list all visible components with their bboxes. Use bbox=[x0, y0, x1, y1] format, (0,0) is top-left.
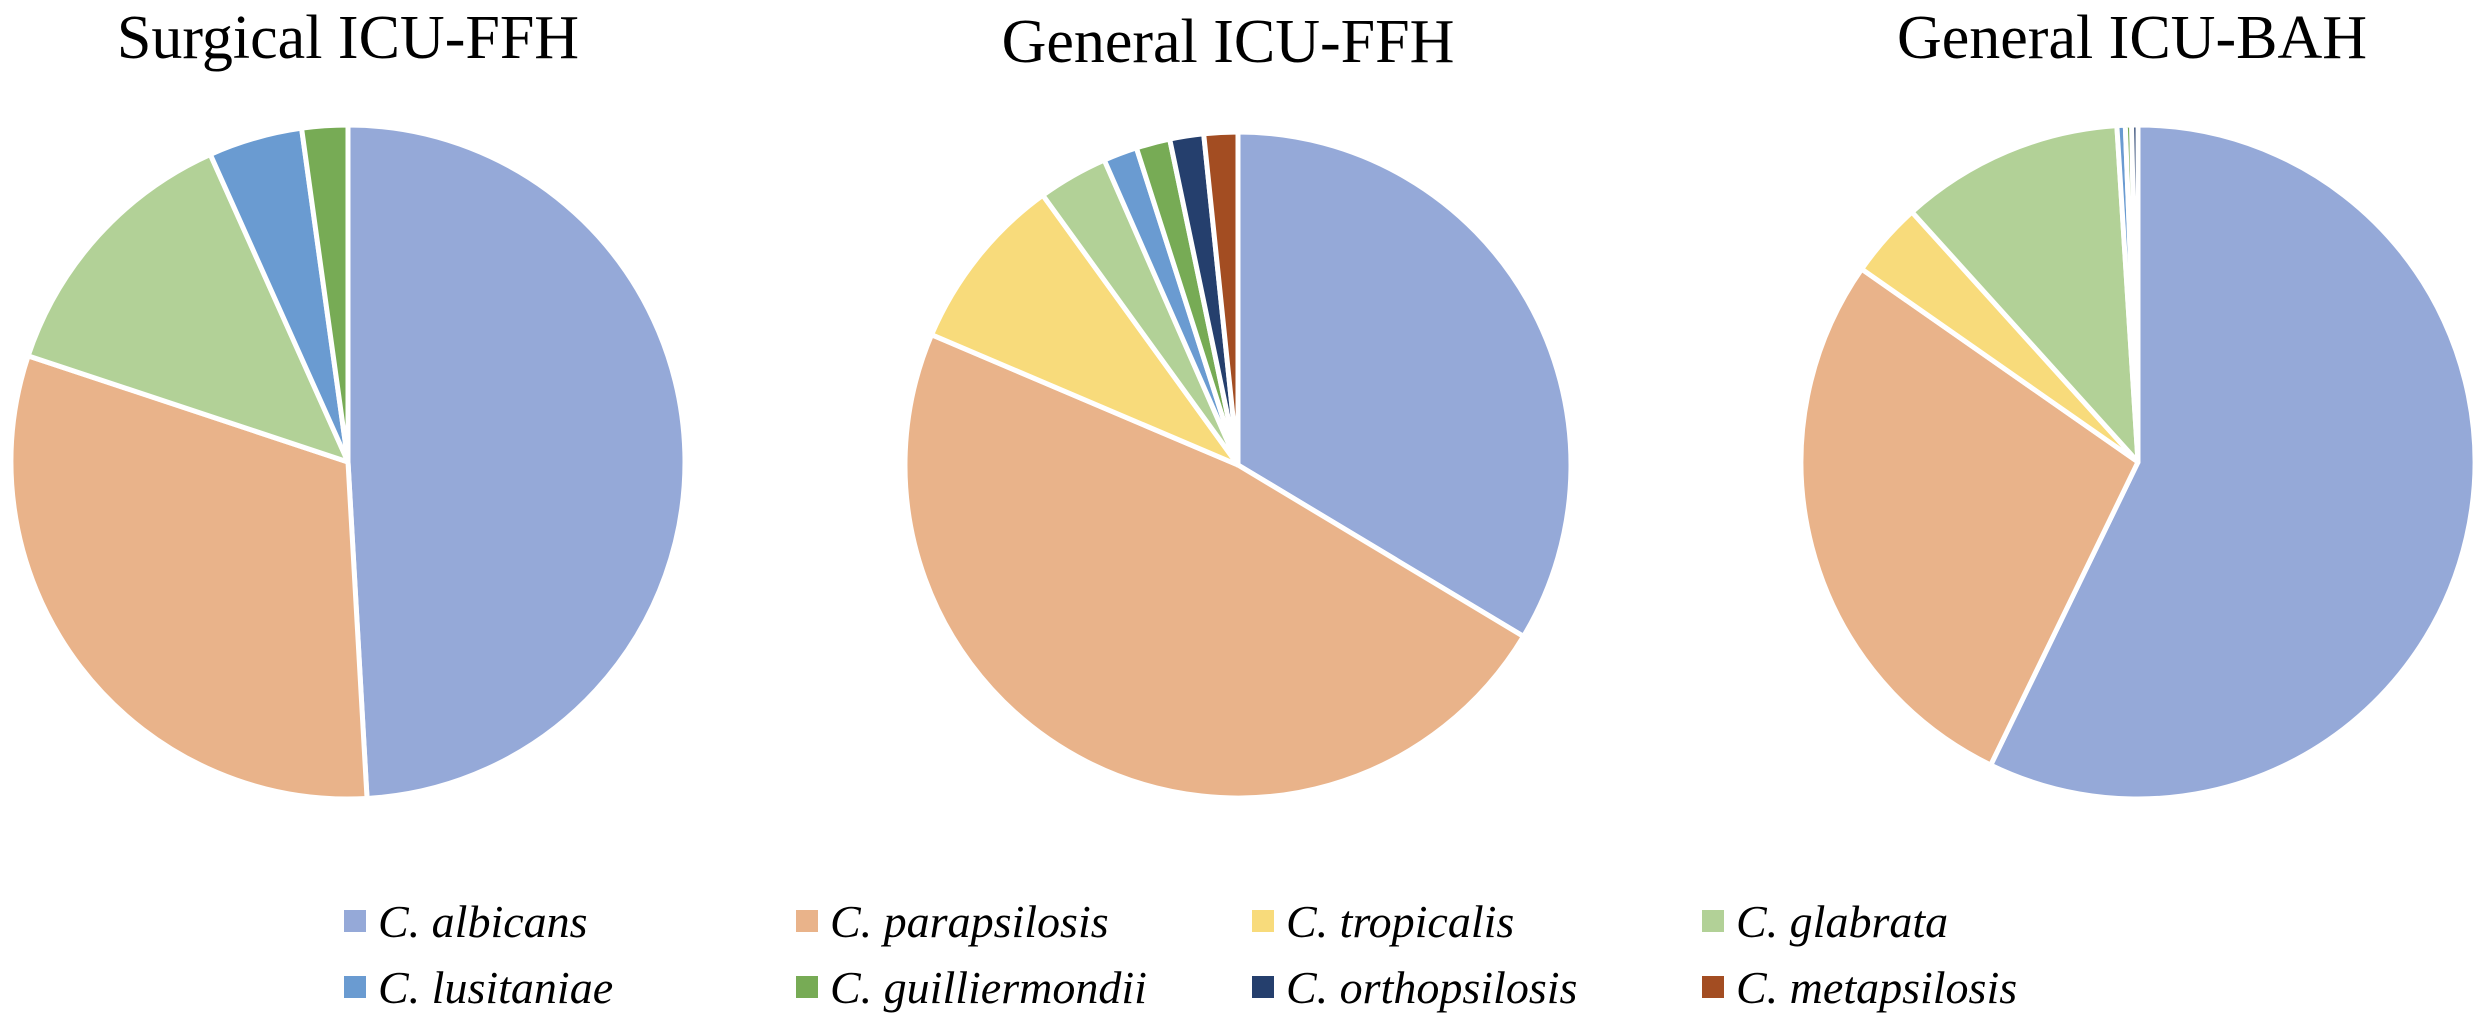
chart-title-general-icu-bah: General ICU-BAH bbox=[1897, 4, 2367, 72]
legend-label-c-guilliermondii: C. guilliermondii bbox=[830, 962, 1147, 1013]
pie-slice-c-albicans bbox=[1988, 122, 2478, 802]
legend-swatch-c-parapsilosis bbox=[796, 910, 818, 932]
pie-surgical-icu-ffh bbox=[8, 122, 688, 802]
pie-general-icu-ffh bbox=[902, 129, 1574, 801]
legend-swatch-c-lusitaniae bbox=[344, 976, 366, 998]
legend-label-c-parapsilosis: C. parapsilosis bbox=[830, 896, 1109, 947]
pie-slice-c-parapsilosis bbox=[902, 332, 1526, 801]
pie-slice-c-guilliermondii bbox=[299, 122, 351, 465]
pie-slice-c-tropicalis bbox=[929, 192, 1241, 468]
chart-title-surgical-icu-ffh: Surgical ICU-FFH bbox=[117, 4, 579, 72]
legend-label-c-orthopsilosis: C. orthopsilosis bbox=[1286, 962, 1577, 1013]
pie-slice-c-parapsilosis bbox=[8, 353, 370, 802]
pie-slice-c-parapsilosis bbox=[1798, 266, 2141, 768]
legend-swatch-c-guilliermondii bbox=[796, 976, 818, 998]
pie-slice-c-albicans bbox=[345, 122, 688, 801]
pie-slice-c-glabrata bbox=[1909, 123, 2141, 465]
pie-general-icu-bah bbox=[1798, 122, 2478, 802]
pie-slice-c-metapsilosis bbox=[1201, 129, 1241, 468]
legend-label-c-glabrata: C. glabrata bbox=[1736, 896, 1948, 947]
chart-title-general-icu-ffh: General ICU-FFH bbox=[1002, 8, 1455, 76]
legend-label-c-metapsilosis: C. metapsilosis bbox=[1736, 962, 2017, 1013]
legend: C. albicans C. parapsilosis C. tropicali… bbox=[344, 896, 2017, 1013]
legend-label-c-tropicalis: C. tropicalis bbox=[1286, 896, 1514, 947]
pie-slice-c-albicans bbox=[1235, 129, 1574, 639]
legend-label-c-lusitaniae: C. lusitaniae bbox=[378, 962, 613, 1013]
pie-slice-c-glabrata bbox=[25, 151, 351, 465]
legend-label-c-albicans: C. albicans bbox=[378, 896, 588, 947]
legend-swatch-c-glabrata bbox=[1702, 910, 1724, 932]
legend-swatch-c-metapsilosis bbox=[1702, 976, 1724, 998]
legend-swatch-c-orthopsilosis bbox=[1252, 976, 1274, 998]
legend-swatch-c-albicans bbox=[344, 910, 366, 932]
pie-slice-c-orthopsilosis bbox=[2129, 122, 2141, 465]
legend-swatch-c-tropicalis bbox=[1252, 910, 1274, 932]
